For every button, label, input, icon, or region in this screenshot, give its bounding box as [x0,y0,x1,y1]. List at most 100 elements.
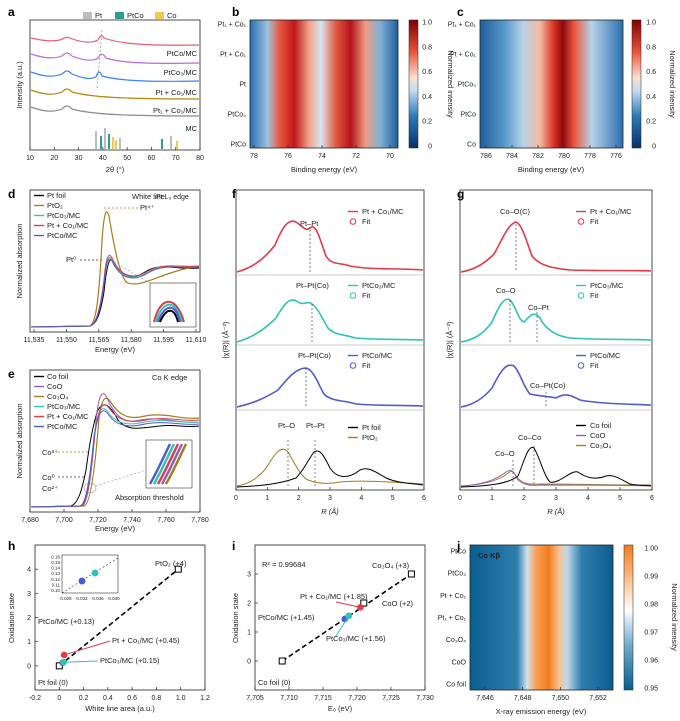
inset-curve-pt-co1 [153,300,185,323]
x-tick-label: -0.2 [29,695,41,702]
panel-i-chart: E₀ (eV) Oxidation state R² = 0.99684 7,7… [231,544,434,713]
y-tick-label: 0 [247,659,251,666]
panel-c-row-label: PtCo [460,112,476,119]
panel-b-colorbar [408,19,419,149]
y-tick-label: 1 [247,630,251,637]
panel-d-ylabel: Normalized absorption [15,223,24,298]
point-label: PtCo/MC (+0.13) [38,617,95,626]
inset-x-tick: 0.040 [108,596,120,601]
inset-curve-pt-foil [159,309,179,323]
panel-j-cbar-row-label: 0.96 [644,658,658,665]
ref-stick-co [115,140,117,149]
panel-d-legend-label: Pt + Co₁/MC [47,221,89,230]
y-tick-label: 1 [27,639,31,646]
x-tick-label: 0.2 [79,695,89,702]
panel-e-x-tick-label: 7,780 [191,517,209,524]
x-tick-label: 1.0 [176,695,186,702]
panel-h-inset [61,554,119,594]
panel-h-chart: White line area (a.u.) Oxidation state 0… [7,544,210,713]
panel-c-x-tick-label: 782 [532,153,544,160]
panel-g-x-tick-label: 6 [650,495,654,502]
panel-b-heatmap [250,20,398,148]
x-tick-label: 0.8 [152,695,162,702]
panel-f-legend-label: Pt + Co₁/MC [362,207,404,216]
panel-g-xlabel: R (Å) [547,507,565,516]
panel-c-cbar-row-label: 0.2 [646,119,656,126]
point-label: Co foil (0) [258,678,291,687]
panel-b-row-label: Pt₁ + Co₁ [218,22,247,29]
ft-g-co3o4 [460,470,652,487]
panel-a-x-tick-label: 60 [148,155,156,162]
panel-f-x-tick-label: 2 [297,495,301,502]
panel-a-x-tick-label: 40 [99,155,107,162]
annot-pt-pt-co-2: Pt–Pt(Co) [298,351,331,360]
inset-e-link [95,469,147,487]
annot-co-o-2: Co–O [495,449,515,458]
inset-curve-ptco3 [155,303,183,323]
panel-j-title: Co Kβ [478,551,500,560]
panel-h-inset-ticks: 0.028 0.032 0.036 0.040 0.100.110.120.130.14… [51,554,120,601]
panel-c-frame [479,19,624,149]
panel-b-cbar-label: Normalized intensity [446,50,455,118]
xrd-curve-mc [30,105,200,117]
panel-g-x-tick-label: 5 [618,495,622,502]
panel-b-row-label: Pt + Co₁ [220,52,247,59]
panel-j-ylabels: PtCo PtCo₃ Pt + Co₁ Pt₁ + Co₁ Co₃O₄ CoO Co foi… [438,549,467,689]
panel-g-legend-label: Fit [590,217,599,226]
panel-f-legend-label: PtO₂ [362,433,378,442]
curve-label-pt-co1: Pt + Co₁/MC [156,88,198,97]
panel-b-row-label: PtCo [230,142,246,149]
panel-b-frame [249,19,399,149]
ft-pto2 [236,448,424,487]
panel-e-x-tick-label: 7,700 [55,517,73,524]
panel-c-cbar-row-label: 1.0 [646,20,656,27]
panel-c-row-label: Co [467,142,476,149]
panel-j-heatmap [470,545,613,690]
inset-x-tick: 0.036 [92,596,104,601]
panel-a-x-tick-label: 30 [75,155,83,162]
point-label: CoO (+2) [382,599,414,608]
panel-d-legend-label: PtO₂ [47,201,63,210]
x-tick-label: 0.4 [103,695,113,702]
ft-g-pt-co1 [460,221,652,273]
panel-a-xticks: 10 20 30 40 50 60 70 80 [26,147,204,162]
panel-f-legend-label: Fit [362,361,371,370]
panel-b-colorbar-ticks: 1.0 0.8 0.6 0.4 0.2 0 [422,20,432,151]
panel-c-xticks: 786 784 782 780 778 776 [480,145,622,160]
annot-pt-pt-2: Pt–Pt [306,421,325,430]
inset-y-tick: 0.16 [51,554,60,559]
xanes-co3o4 [30,397,200,508]
panel-f-x-tick-label: 3 [328,495,332,502]
fit-line [281,573,412,662]
panel-g-legend-label: Co₃O₄ [590,441,612,450]
panel-g-ylabel: |χ(R)| (Å⁻³) [445,321,454,358]
inset-e-pt-co1 [156,443,180,485]
curve-label-ptco: PtCo/MC [167,49,198,58]
point-label: PtCo₃/MC (+0.15) [100,656,160,665]
inset-e-co3o4 [164,443,188,485]
panel-b-row-label: PtCo₃ [228,112,247,119]
panel-b-cbar-row-label: 0.4 [422,94,432,101]
fit-line [58,568,179,667]
panel-d-x-tick-label: 11,535 [24,337,45,344]
panel-d-xticks: 11,535 11,550 11,565 11,580 11,595 11,610 [24,329,207,344]
panel-g-x-tick-label: 2 [522,495,526,502]
panel-g-xticks: 0 1 2 3 4 5 6 [458,487,654,502]
ft-g-coo [460,469,652,487]
data-point [407,570,415,578]
panel-letter-g: g [457,187,464,201]
annot-pt-pt-co: Pt–Pt(Co) [296,281,329,290]
panel-j-row-label: Pt₁ + Co₁ [438,615,467,622]
panel-d-x-tick-label: 11,595 [153,337,174,344]
panel-letter-c: c [457,5,464,19]
xrd-curve-ptco3 [30,52,200,64]
panel-e-legend-label: PtCo/MC [47,422,78,431]
panel-j-x-tick-label: 7,652 [589,695,607,702]
panel-c-x-tick-label: 784 [506,153,518,160]
panel-b-xlabel: Binding energy (eV) [291,165,358,174]
ref-stick-ptco [161,139,163,149]
panel-i-r2: R² = 0.99684 [262,560,306,569]
panel-d-x-tick-label: 11,565 [88,337,109,344]
